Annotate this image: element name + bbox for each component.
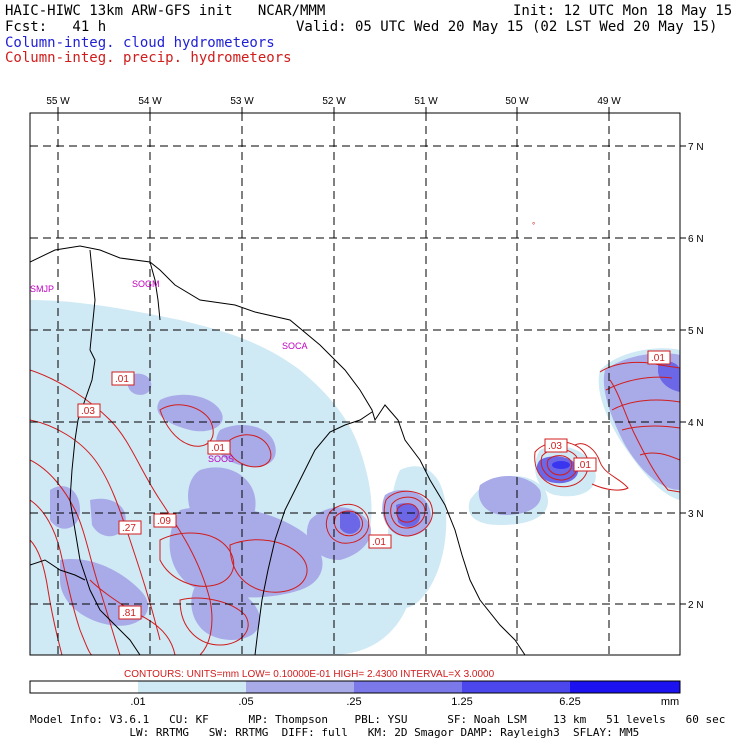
contour-label: .27 [118, 520, 142, 535]
valid-time: Valid: 05 UTC Wed 20 May 15 (02 LST Wed … [296, 19, 718, 35]
contour-label: .03 [544, 438, 568, 453]
lat-label: 3 N [688, 509, 704, 520]
lon-label: 51 W [414, 96, 438, 107]
svg-text:.81: .81 [122, 608, 136, 619]
svg-text:.01: .01 [115, 374, 129, 385]
contour-label: .01 [368, 534, 392, 549]
colorbar-value: .25 [346, 696, 361, 708]
contour-label: .09 [153, 513, 177, 528]
colorbar-value: .01 [130, 696, 145, 708]
coastline [30, 245, 526, 655]
colorbar-value: 1.25 [451, 696, 472, 708]
svg-text:.03: .03 [81, 406, 95, 417]
svg-text:.01: .01 [372, 537, 386, 548]
map-frame [29, 112, 681, 656]
station-label-smjp: SMJP [30, 284, 54, 294]
lat-label: 6 N [688, 234, 704, 245]
colorbar-value: 6.25 [559, 696, 580, 708]
station-label-soca: SOCA [282, 341, 308, 351]
field-cloud-label: Column-integ. cloud hydrometeors [5, 35, 275, 51]
init-time: Init: 12 UTC Mon 18 May 15 [513, 3, 733, 19]
lon-label: 55 W [46, 96, 70, 107]
svg-text:.01: .01 [577, 460, 591, 471]
contour-info: CONTOURS: UNITS=mm LOW= 0.10000E-01 HIGH… [124, 669, 495, 680]
cloud-shading-dark [340, 361, 680, 534]
lat-label: 2 N [688, 600, 704, 611]
contour-label: .01 [647, 350, 671, 365]
model-info-line-1: Model Info: V3.6.1 CU: KF MP: Thompson P… [30, 713, 726, 726]
lon-label: 53 W [230, 96, 254, 107]
svg-text:.01: .01 [211, 443, 225, 454]
lon-label: 50 W [505, 96, 529, 107]
field-precip-label: Column-integ. precip. hydrometeors [5, 50, 292, 66]
lat-lon-grid [30, 113, 680, 655]
model-info-line-2: LW: RRTMG SW: RRTMG DIFF: full KM: 2D Sm… [30, 726, 640, 739]
contour-label: .01 [111, 371, 135, 386]
lat-label: 7 N [688, 142, 704, 153]
svg-text:.09: .09 [157, 516, 171, 527]
station-label-soos: SOOS [208, 454, 234, 464]
colorbar [29, 680, 681, 694]
colorbar-value: .05 [238, 696, 253, 708]
contour-label: .01 [573, 457, 597, 472]
lon-label: 54 W [138, 96, 162, 107]
cloud-shading-mid [50, 353, 680, 640]
lat-label: 4 N [688, 418, 704, 429]
map-title: HAIC-HIWC 13km ARW-GFS init NCAR/MMM [5, 3, 326, 19]
contour-label: .01 [207, 440, 231, 455]
svg-text:°: ° [532, 221, 535, 230]
forecast-hour: Fcst: 41 h [5, 19, 107, 35]
station-label-sogm: SOGM [132, 279, 160, 289]
frame-ticks [57, 107, 686, 605]
svg-text:.01: .01 [651, 353, 665, 364]
contour-label: .03 [77, 403, 101, 418]
precip-contours [30, 361, 680, 655]
lon-label: 52 W [322, 96, 346, 107]
lon-label: 49 W [597, 96, 621, 107]
cloud-peak [552, 461, 570, 469]
lat-label: 5 N [688, 326, 704, 337]
contour-label: .81 [118, 605, 142, 620]
colorbar-unit: mm [661, 696, 679, 708]
svg-text:.03: .03 [548, 441, 562, 452]
svg-text:.27: .27 [122, 523, 136, 534]
